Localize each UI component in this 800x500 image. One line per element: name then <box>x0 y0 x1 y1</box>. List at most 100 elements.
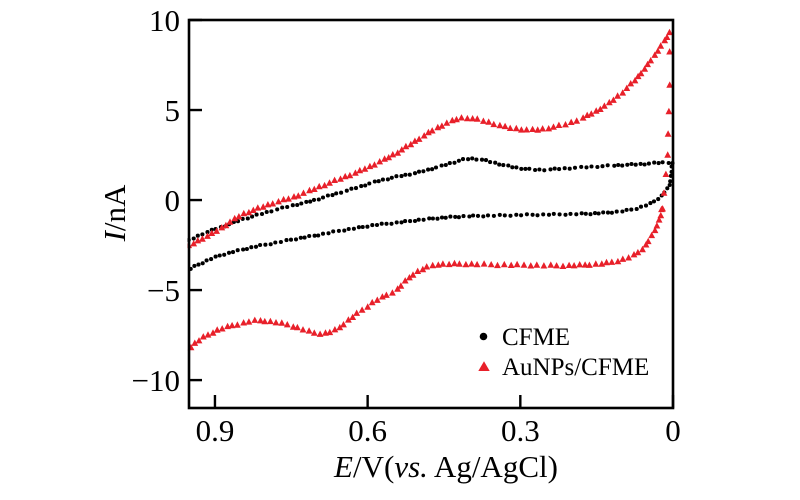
data-point-triangle <box>473 115 481 122</box>
data-point-circle <box>316 197 321 202</box>
data-point-triangle <box>663 33 671 40</box>
data-point-circle <box>642 162 647 167</box>
data-point-triangle <box>218 325 226 332</box>
data-point-triangle <box>278 319 286 326</box>
data-point-triangle <box>523 126 530 133</box>
x-tick-label: 0 <box>665 413 681 448</box>
y-tick-label: 5 <box>165 93 181 128</box>
x-tick-label: 0.3 <box>501 413 540 448</box>
data-point-triangle <box>385 154 393 161</box>
data-point-circle <box>416 169 422 174</box>
data-point-circle <box>497 162 502 167</box>
data-point-circle <box>600 164 605 169</box>
data-point-circle <box>447 161 452 166</box>
data-point-triangle <box>653 222 661 229</box>
data-point-circle <box>483 158 489 163</box>
data-point-triangle <box>398 146 406 153</box>
data-point-circle <box>254 212 259 217</box>
data-point-circle <box>519 166 524 171</box>
data-point-circle <box>421 217 426 222</box>
data-point-triangle <box>527 262 535 269</box>
data-point-circle <box>589 164 594 169</box>
data-point-triangle <box>222 221 230 229</box>
data-point-circle <box>648 201 653 206</box>
data-point-circle <box>226 250 232 255</box>
data-point-triangle <box>610 96 617 103</box>
data-point-circle <box>326 231 331 236</box>
data-point-circle <box>533 167 538 173</box>
data-point-circle <box>399 174 404 179</box>
legend: CFME AuNPs/CFME <box>478 324 649 381</box>
data-point-circle <box>612 163 617 168</box>
data-point-triangle <box>520 261 528 268</box>
data-point-triangle <box>468 260 475 267</box>
data-point-circle <box>385 177 390 182</box>
data-point-circle <box>339 190 344 195</box>
data-point-circle <box>399 220 404 225</box>
data-point-circle <box>311 197 317 202</box>
data-point-circle <box>510 165 515 170</box>
data-point-circle <box>365 224 370 229</box>
data-point-triangle <box>376 158 384 165</box>
data-point-circle <box>408 219 413 224</box>
data-point-triangle <box>480 117 487 124</box>
data-point-circle <box>367 181 372 186</box>
data-point-circle <box>191 236 196 241</box>
data-point-triangle <box>310 185 318 192</box>
data-point-triangle <box>651 226 659 234</box>
data-point-triangle <box>419 265 427 273</box>
data-point-triangle <box>285 195 292 202</box>
data-point-triangle <box>553 262 560 269</box>
data-point-circle <box>524 212 529 217</box>
data-point-triangle <box>539 125 546 132</box>
data-point-triangle <box>443 119 451 126</box>
data-point-triangle <box>625 254 632 261</box>
data-point-circle <box>497 212 502 217</box>
data-point-triangle <box>213 326 221 333</box>
data-point-circle <box>488 160 493 165</box>
data-point-triangle <box>423 263 431 270</box>
data-point-triangle <box>235 213 243 220</box>
data-point-circle <box>584 165 589 170</box>
legend-item-aunps-cfme: AuNPs/CFME <box>478 354 649 381</box>
data-point-triangle <box>209 329 217 336</box>
data-point-circle <box>592 211 598 216</box>
data-point-triangle <box>373 296 381 303</box>
data-point-circle <box>374 222 380 228</box>
series-layer <box>187 28 675 351</box>
x-axis-title: E/V(vs. Ag/AgCl) <box>333 449 558 484</box>
data-point-circle <box>563 212 568 217</box>
data-point-triangle <box>245 208 253 216</box>
data-point-triangle <box>619 89 627 96</box>
data-point-circle <box>624 207 629 212</box>
data-point-circle <box>241 247 246 252</box>
y-axis-title-rest: /nA <box>97 184 132 231</box>
data-point-triangle <box>336 323 344 331</box>
data-point-triangle <box>434 261 442 268</box>
data-point-triangle <box>573 117 581 124</box>
data-point-triangle <box>608 258 616 265</box>
data-point-triangle <box>228 321 236 329</box>
data-point-circle <box>259 211 265 217</box>
data-point-triangle <box>627 80 635 87</box>
data-point-triangle <box>394 149 402 156</box>
data-point-circle <box>379 221 384 226</box>
data-point-circle <box>384 221 389 226</box>
data-point-triangle <box>259 203 267 210</box>
data-point-triangle <box>490 120 498 128</box>
data-point-triangle <box>353 309 361 316</box>
data-point-circle <box>351 226 356 231</box>
data-point-circle <box>421 169 426 174</box>
data-point-triangle <box>507 261 515 268</box>
data-point-circle <box>614 209 619 214</box>
data-point-triangle <box>213 227 220 234</box>
data-point-triangle <box>644 60 651 68</box>
data-point-triangle <box>411 137 419 144</box>
data-point-circle <box>470 156 475 161</box>
data-point-circle <box>609 210 614 215</box>
data-point-triangle <box>651 51 659 58</box>
data-point-circle <box>546 212 552 217</box>
data-point-circle <box>245 216 250 221</box>
data-point-triangle <box>402 142 410 150</box>
data-point-triangle <box>194 237 202 244</box>
